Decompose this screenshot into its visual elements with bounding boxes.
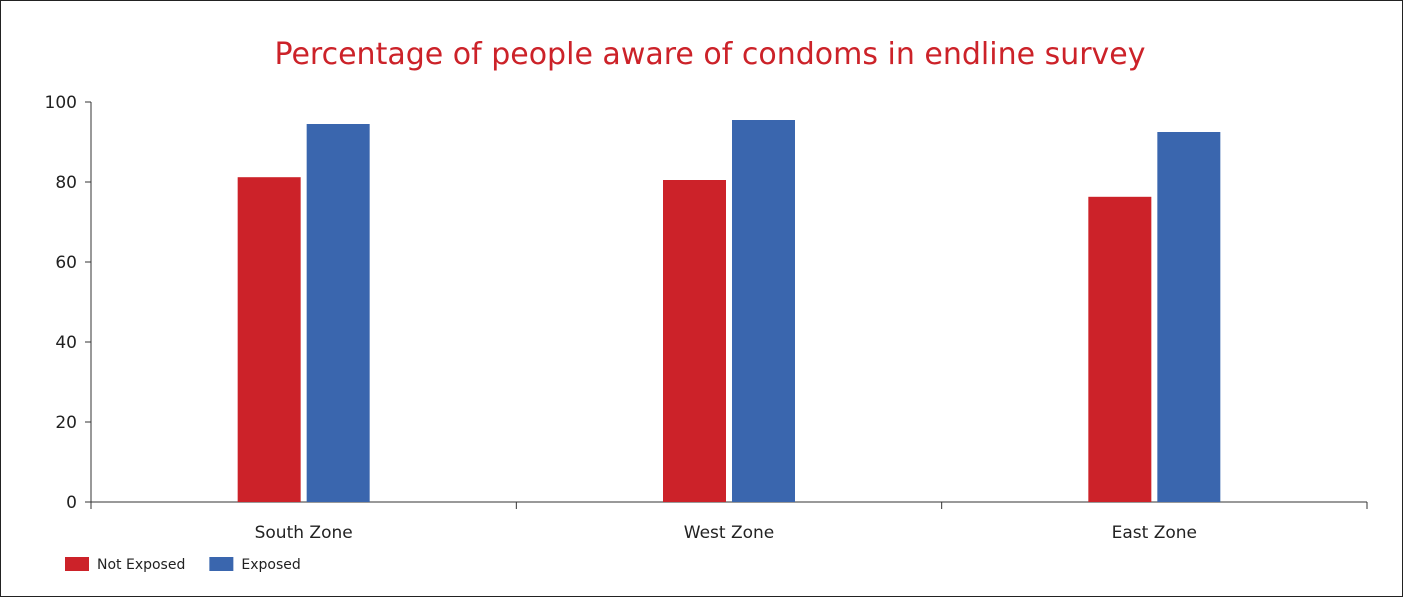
- y-tick-label: 0: [66, 493, 77, 513]
- legend: Not Exposed Exposed: [65, 557, 301, 573]
- legend-swatch-not-exposed: [65, 557, 89, 571]
- bar-exposed: [306, 124, 370, 502]
- bar-not-exposed: [663, 180, 726, 502]
- bar-not-exposed: [1088, 196, 1152, 503]
- bar-not-exposed: [237, 177, 301, 502]
- bar-exposed: [732, 120, 795, 502]
- y-tick-label: 100: [45, 93, 77, 113]
- legend-label-exposed: Exposed: [241, 557, 300, 573]
- legend-swatch-exposed: [209, 557, 234, 571]
- bar-exposed: [1157, 132, 1221, 502]
- chart-title: Percentage of people aware of condoms in…: [274, 37, 1145, 72]
- bars: [237, 120, 1221, 503]
- y-tick-label: 60: [55, 253, 77, 273]
- y-tick-label: 40: [55, 333, 77, 353]
- y-tick-label: 80: [55, 173, 77, 193]
- y-tick-label: 20: [55, 413, 77, 433]
- legend-label-not-exposed: Not Exposed: [97, 557, 185, 573]
- x-category-label: South Zone: [255, 523, 353, 543]
- x-category-label: East Zone: [1112, 523, 1197, 543]
- axes: 0 20 40 60 80 100 South Zone West Zone East Zone: [45, 93, 1368, 543]
- x-category-label: West Zone: [684, 523, 774, 543]
